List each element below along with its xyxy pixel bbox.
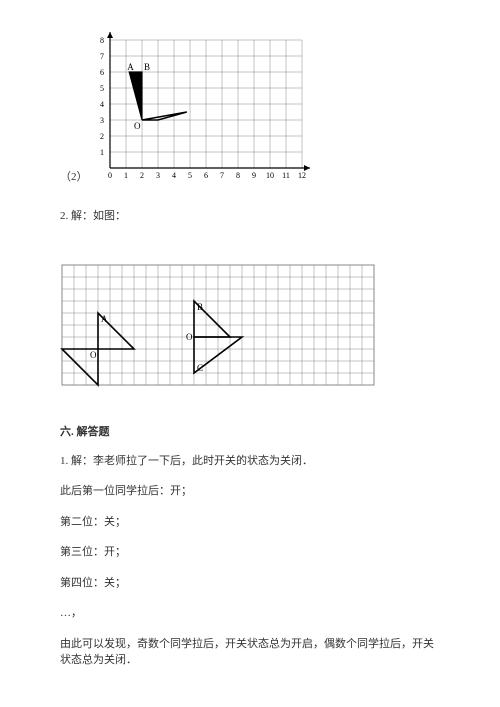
svg-text:7: 7	[220, 171, 224, 180]
q1-line-1: 1. 解：李老师拉了一下后，此时开关的状态为关闭．	[60, 453, 440, 470]
svg-text:6: 6	[204, 171, 208, 180]
figure-1: （2） 012345678910111212345678ABO	[60, 30, 440, 190]
figure-1-svg: 012345678910111212345678ABO	[92, 30, 312, 190]
svg-text:7: 7	[100, 52, 104, 61]
q1-line-5: 第四位：关；	[60, 575, 440, 592]
svg-text:2: 2	[140, 171, 144, 180]
svg-text:10: 10	[266, 171, 274, 180]
section-6-title: 六. 解答题	[60, 423, 440, 439]
svg-text:1: 1	[100, 148, 104, 157]
q1-line-4: 第三位：开；	[60, 544, 440, 561]
svg-text:B: B	[144, 62, 150, 72]
svg-text:3: 3	[100, 116, 104, 125]
svg-text:9: 9	[252, 171, 256, 180]
svg-text:8: 8	[100, 36, 104, 45]
q1-line-6: …，	[60, 605, 440, 622]
svg-text:O: O	[186, 332, 193, 342]
svg-text:5: 5	[188, 171, 192, 180]
svg-text:4: 4	[100, 100, 104, 109]
svg-text:O: O	[90, 350, 97, 360]
q1-line-3: 第二位：关；	[60, 514, 440, 531]
svg-text:11: 11	[282, 171, 290, 180]
answer-2-intro: 2. 解：如图：	[60, 208, 440, 225]
q1-line-2: 此后第一位同学拉后：开；	[60, 483, 440, 500]
svg-text:A: A	[127, 62, 134, 72]
svg-text:3: 3	[156, 171, 160, 180]
svg-text:0: 0	[108, 171, 112, 180]
svg-text:A: A	[101, 314, 108, 324]
figure-2: A O B O C	[60, 263, 440, 393]
svg-text:C: C	[197, 363, 203, 373]
figure-2-svg: A O B O C	[60, 263, 380, 393]
svg-text:4: 4	[172, 171, 176, 180]
svg-text:1: 1	[124, 171, 128, 180]
svg-text:B: B	[197, 302, 203, 312]
svg-text:5: 5	[100, 84, 104, 93]
svg-text:12: 12	[298, 171, 306, 180]
svg-text:O: O	[134, 121, 141, 131]
svg-text:2: 2	[100, 132, 104, 141]
svg-text:6: 6	[100, 68, 104, 77]
figure-1-prefix: （2）	[60, 168, 88, 184]
svg-text:8: 8	[236, 171, 240, 180]
q1-line-7: 由此可以发现，奇数个同学拉后，开关状态总为开启，偶数个同学拉后，开关状态总为关闭…	[60, 636, 440, 669]
